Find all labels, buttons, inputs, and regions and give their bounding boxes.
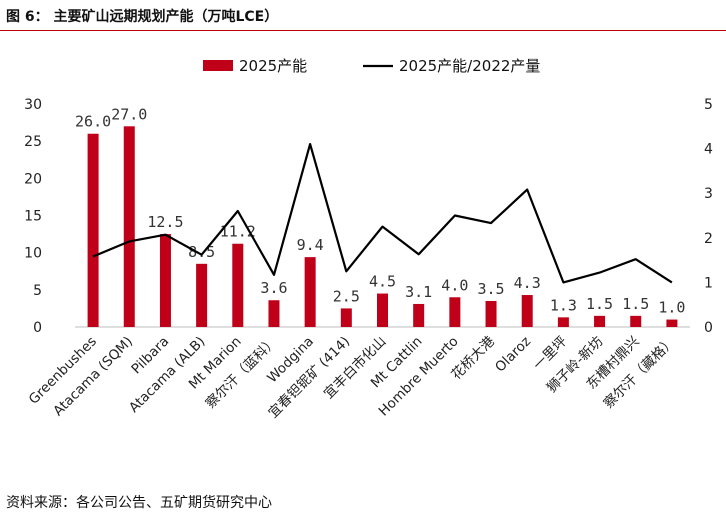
data-label: 3.5 [477, 280, 504, 298]
bar [232, 243, 244, 327]
data-label: 4.0 [441, 276, 468, 294]
bar [159, 234, 171, 327]
data-label: 27.0 [111, 105, 147, 123]
bar [87, 133, 99, 327]
bar [123, 126, 135, 327]
y-tick-label: 20 [24, 171, 42, 187]
y2-tick-label: 3 [704, 186, 713, 202]
y2-tick-label: 1 [704, 275, 713, 291]
y-tick-label: 15 [24, 209, 42, 225]
bar [268, 300, 280, 327]
bar [304, 257, 316, 327]
bar [196, 263, 208, 327]
bar [340, 308, 352, 327]
legend-bar-label: 2025产能 [239, 57, 307, 75]
source-note: 资料来源：各公司公告、五矿期货研究中心 [6, 495, 272, 511]
data-label: 1.3 [550, 296, 577, 314]
data-label: 26.0 [75, 113, 111, 131]
y-tick-label: 25 [24, 134, 42, 150]
y2-tick-label: 4 [704, 142, 713, 158]
data-label: 12.5 [147, 213, 183, 231]
data-label: 9.4 [297, 236, 324, 254]
y-tick-label: 0 [33, 320, 42, 336]
bar [630, 315, 642, 327]
data-label: 3.1 [405, 283, 432, 301]
bar [521, 295, 533, 327]
data-label: 1.0 [658, 299, 685, 317]
y2-tick-label: 2 [704, 231, 713, 247]
data-label: 8.5 [188, 243, 215, 261]
y-tick-label: 10 [24, 246, 42, 262]
y-tick-label: 5 [33, 283, 42, 299]
data-label: 4.5 [369, 273, 396, 291]
data-label: 2.5 [333, 287, 360, 305]
y2-tick-label: 0 [704, 320, 713, 336]
y-tick-label: 30 [24, 97, 42, 113]
bar [594, 315, 606, 327]
data-label: 1.5 [622, 295, 649, 313]
bar [413, 303, 425, 327]
bar [449, 297, 461, 327]
data-label: 4.3 [514, 274, 541, 292]
bar [485, 300, 497, 327]
chart-title: 图 6： 主要矿山远期规划产能（万吨LCE） [6, 9, 279, 25]
data-label: 1.5 [586, 295, 613, 313]
category-label: Olaroz [492, 334, 534, 376]
bar [557, 317, 569, 327]
ratio-line [92, 143, 673, 284]
legend-line-label: 2025产能/2022产量 [399, 57, 540, 75]
bar [666, 319, 678, 327]
title-divider [0, 30, 726, 31]
legend-bar-swatch [203, 60, 233, 71]
y2-tick-label: 5 [704, 97, 713, 113]
data-label: 3.6 [260, 279, 287, 297]
bar [377, 293, 388, 327]
